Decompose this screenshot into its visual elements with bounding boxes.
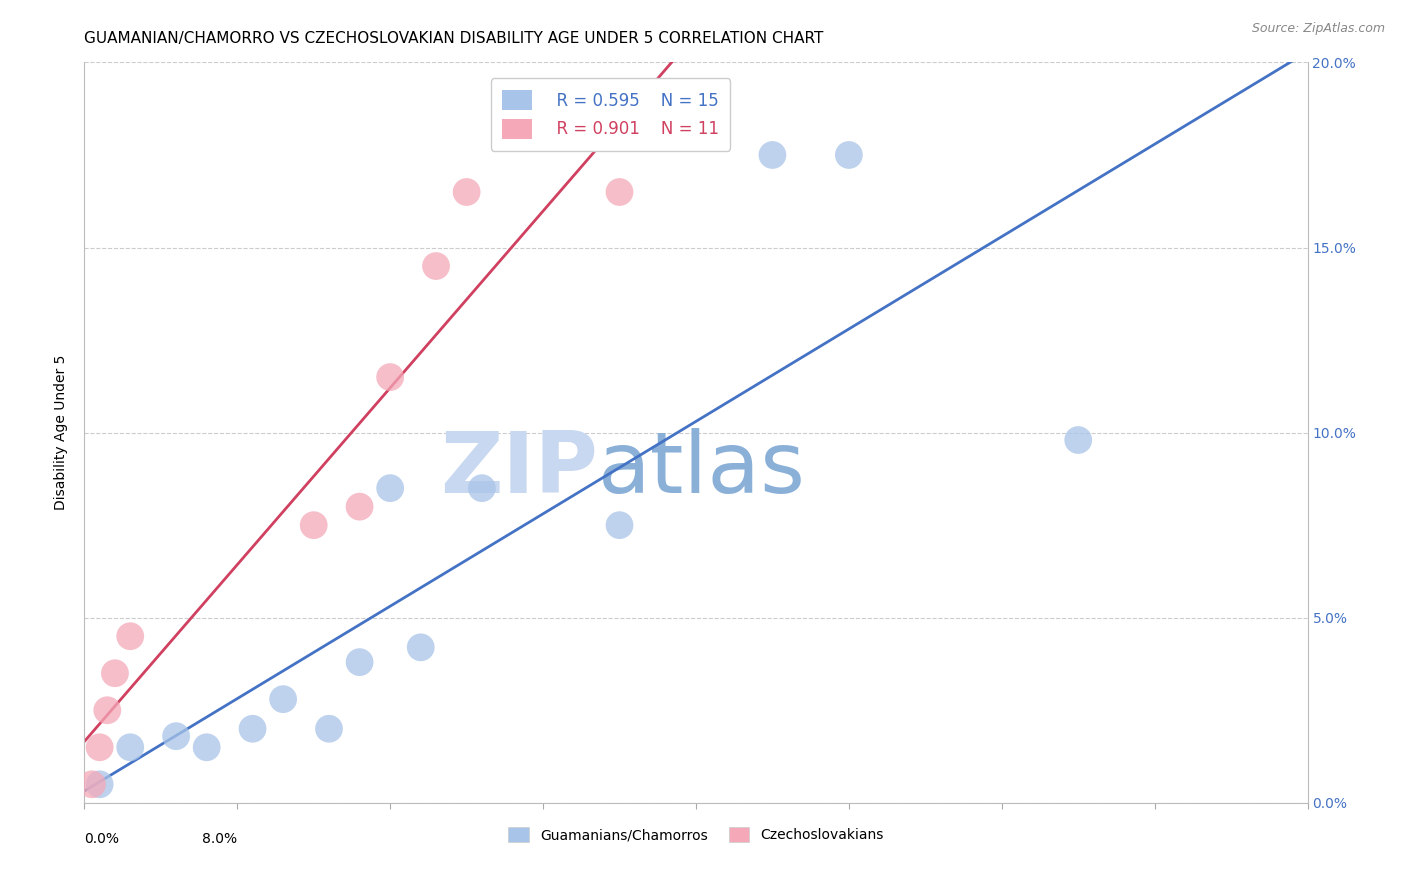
Text: atlas: atlas <box>598 428 806 511</box>
Point <box>425 259 447 273</box>
Text: 0.0%: 0.0% <box>84 832 120 847</box>
Point <box>120 629 142 643</box>
Text: 8.0%: 8.0% <box>202 832 238 847</box>
Point <box>89 740 111 755</box>
Point <box>242 722 264 736</box>
Point <box>302 518 325 533</box>
Point <box>409 640 432 655</box>
Point <box>1067 433 1090 447</box>
Point <box>761 148 783 162</box>
Point <box>271 692 294 706</box>
Point <box>165 729 187 743</box>
Point <box>96 703 118 717</box>
Point <box>89 777 111 791</box>
Text: Source: ZipAtlas.com: Source: ZipAtlas.com <box>1251 22 1385 36</box>
Point <box>318 722 340 736</box>
Y-axis label: Disability Age Under 5: Disability Age Under 5 <box>55 355 69 510</box>
Point <box>80 777 103 791</box>
Point <box>838 148 860 162</box>
Point <box>609 185 631 199</box>
Point <box>349 500 371 514</box>
Point <box>380 370 402 384</box>
Point <box>120 740 142 755</box>
Point <box>609 518 631 533</box>
Text: ZIP: ZIP <box>440 428 598 511</box>
Legend: Guamanians/Chamorros, Czechoslovakians: Guamanians/Chamorros, Czechoslovakians <box>502 822 890 847</box>
Text: GUAMANIAN/CHAMORRO VS CZECHOSLOVAKIAN DISABILITY AGE UNDER 5 CORRELATION CHART: GUAMANIAN/CHAMORRO VS CZECHOSLOVAKIAN DI… <box>84 31 824 46</box>
Point <box>380 481 402 495</box>
Point <box>195 740 218 755</box>
Point <box>456 185 478 199</box>
Point <box>104 666 127 681</box>
Point <box>349 655 371 669</box>
Point <box>471 481 494 495</box>
